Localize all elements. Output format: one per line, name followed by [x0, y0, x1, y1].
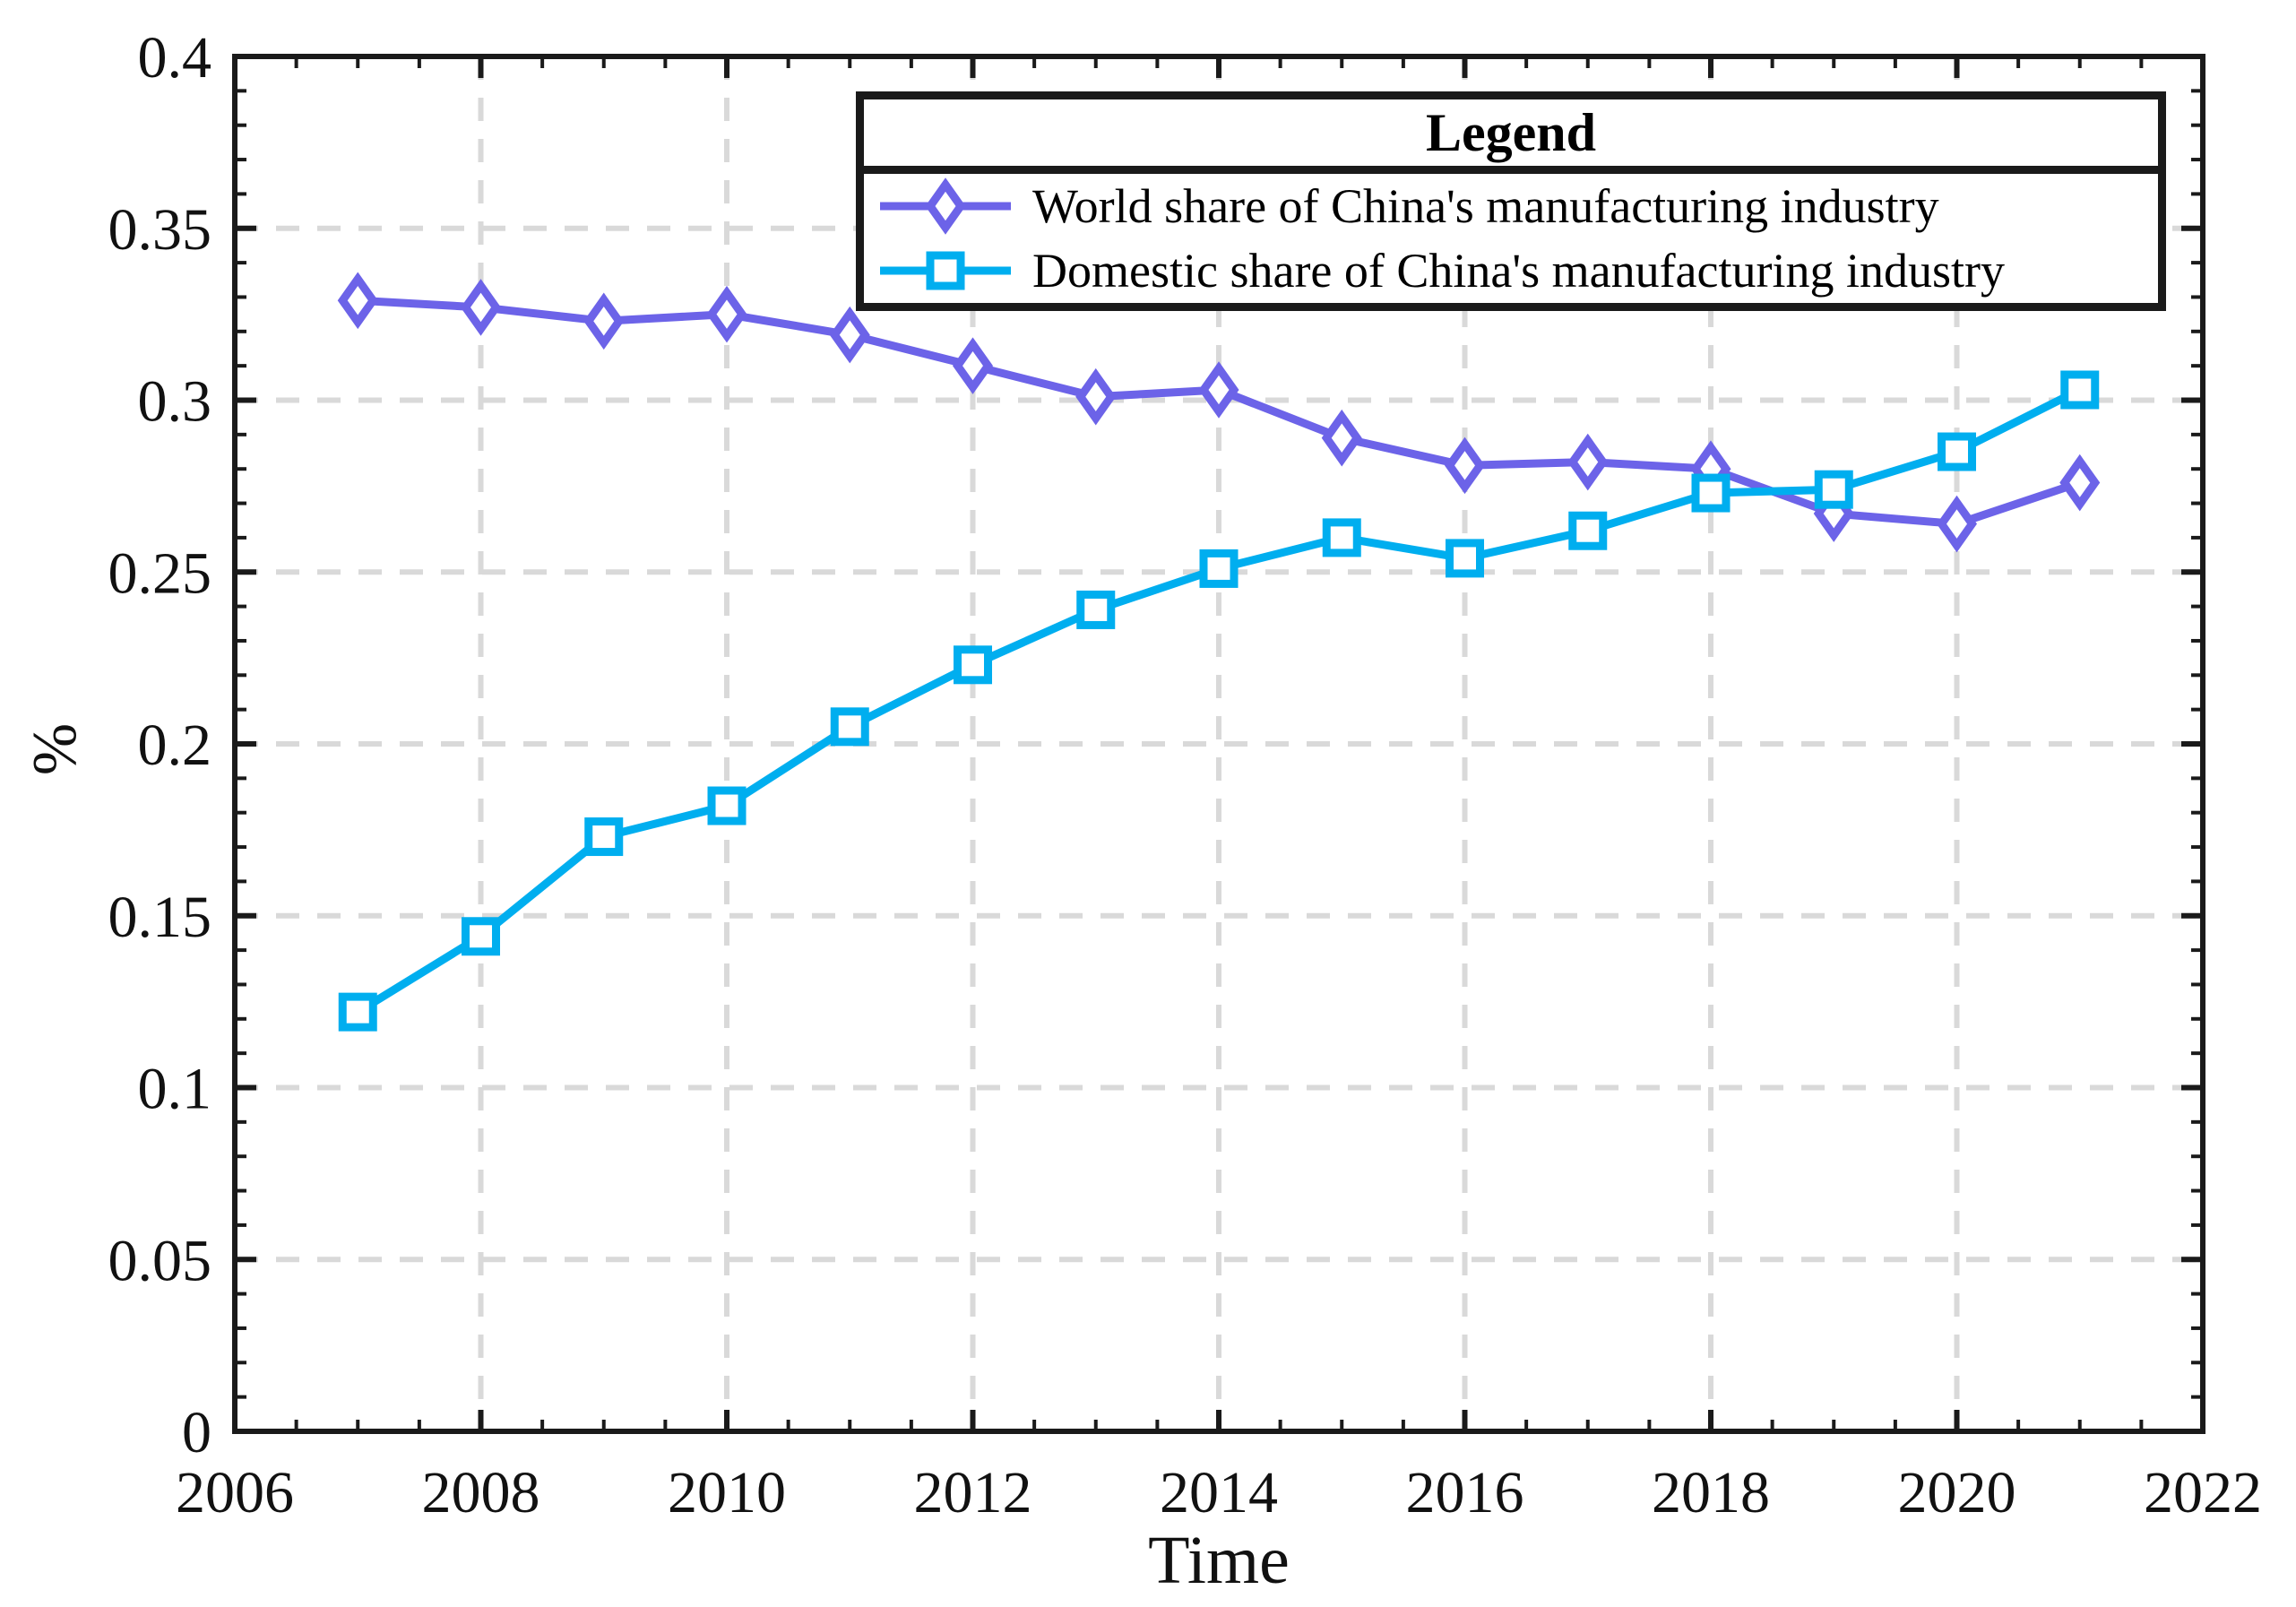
- legend-entry-label: Domestic share of China's manufacturing …: [1032, 244, 2005, 298]
- y-tick-label: 0.2: [138, 713, 212, 778]
- y-tick-label: 0.35: [108, 197, 212, 263]
- diamond-marker: [1321, 409, 1362, 467]
- y-tick-label: 0.15: [108, 885, 212, 950]
- square-marker: [1446, 539, 1484, 578]
- legend-entry-label: World share of China's manufacturing ind…: [1032, 179, 1939, 233]
- y-tick-label: 0.3: [138, 369, 212, 435]
- legend-entry-domestic: Domestic share of China's manufacturing …: [878, 238, 2158, 303]
- diamond-marker: [829, 306, 870, 364]
- y-axis-label: %: [21, 722, 90, 776]
- y-tick-label: 0.4: [138, 25, 212, 91]
- square-marker: [1938, 432, 1976, 471]
- world-series-marker-icon: [880, 177, 1011, 235]
- legend-entry-world: World share of China's manufacturing ind…: [878, 174, 2158, 238]
- diamond-marker: [706, 285, 747, 343]
- diamond-marker: [1567, 433, 1609, 491]
- diamond-marker: [1936, 495, 1978, 553]
- x-tick-label: 2008: [422, 1460, 540, 1525]
- square-marker: [1814, 470, 1853, 509]
- square-marker: [926, 251, 965, 290]
- square-marker: [1199, 549, 1239, 588]
- x-tick-label: 2006: [176, 1460, 294, 1525]
- x-tick-label: 2012: [914, 1460, 1032, 1525]
- square-marker: [1322, 518, 1361, 557]
- diamond-marker: [925, 177, 966, 235]
- diamond-marker: [460, 279, 502, 336]
- square-marker: [1076, 590, 1116, 629]
- diamond-marker: [1075, 367, 1117, 426]
- square-marker: [954, 645, 992, 685]
- square-marker: [2060, 370, 2100, 410]
- square-marker: [338, 992, 377, 1032]
- y-tick-label: 0.05: [108, 1228, 212, 1293]
- square-marker: [1691, 473, 1731, 513]
- square-marker: [707, 786, 747, 825]
- y-tick-label: 0.1: [138, 1057, 212, 1122]
- x-tick-label: 2020: [1898, 1460, 2016, 1525]
- square-marker: [830, 707, 869, 747]
- square-marker: [584, 817, 624, 857]
- x-tick-label: 2014: [1160, 1460, 1278, 1525]
- diamond-marker: [952, 337, 994, 394]
- x-tick-label: 2016: [1406, 1460, 1524, 1525]
- x-tick-label: 2010: [668, 1460, 786, 1525]
- legend-title: Legend: [864, 99, 2158, 174]
- legend-box: Legend World share of China's manufactur…: [856, 91, 2166, 311]
- diamond-marker: [1444, 436, 1486, 495]
- x-tick-label: 2018: [1652, 1460, 1770, 1525]
- domestic-series-marker-icon: [880, 251, 1011, 290]
- y-tick-label: 0.25: [108, 540, 212, 606]
- diamond-marker: [337, 272, 378, 330]
- diamond-marker: [583, 292, 625, 350]
- square-marker: [462, 917, 500, 956]
- x-tick-label: 2022: [2144, 1460, 2262, 1525]
- diamond-marker: [2059, 454, 2101, 512]
- diamond-marker: [1198, 361, 1239, 419]
- y-tick-label: 0: [182, 1400, 211, 1465]
- x-axis-label: Time: [1148, 1523, 1290, 1598]
- square-marker: [1568, 511, 1608, 550]
- legend-entries: World share of China's manufacturing ind…: [864, 174, 2158, 303]
